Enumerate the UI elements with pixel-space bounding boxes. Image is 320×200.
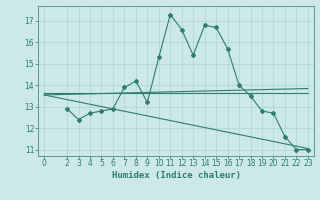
X-axis label: Humidex (Indice chaleur): Humidex (Indice chaleur) (111, 171, 241, 180)
